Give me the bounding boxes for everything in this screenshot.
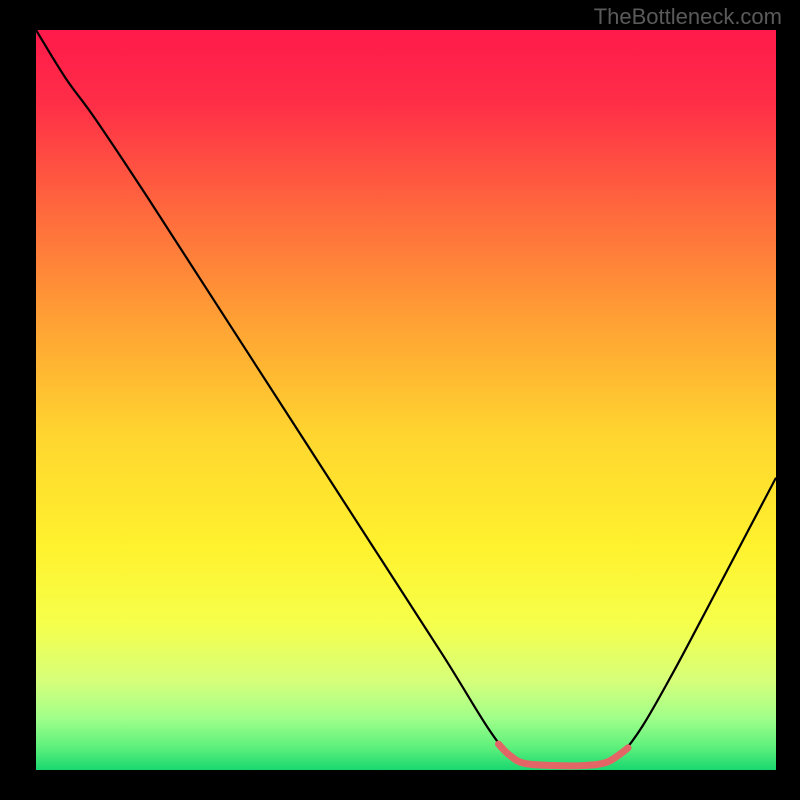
- watermark-text: TheBottleneck.com: [594, 4, 782, 30]
- bottleneck-chart: [0, 0, 800, 800]
- plot-background: [36, 30, 776, 770]
